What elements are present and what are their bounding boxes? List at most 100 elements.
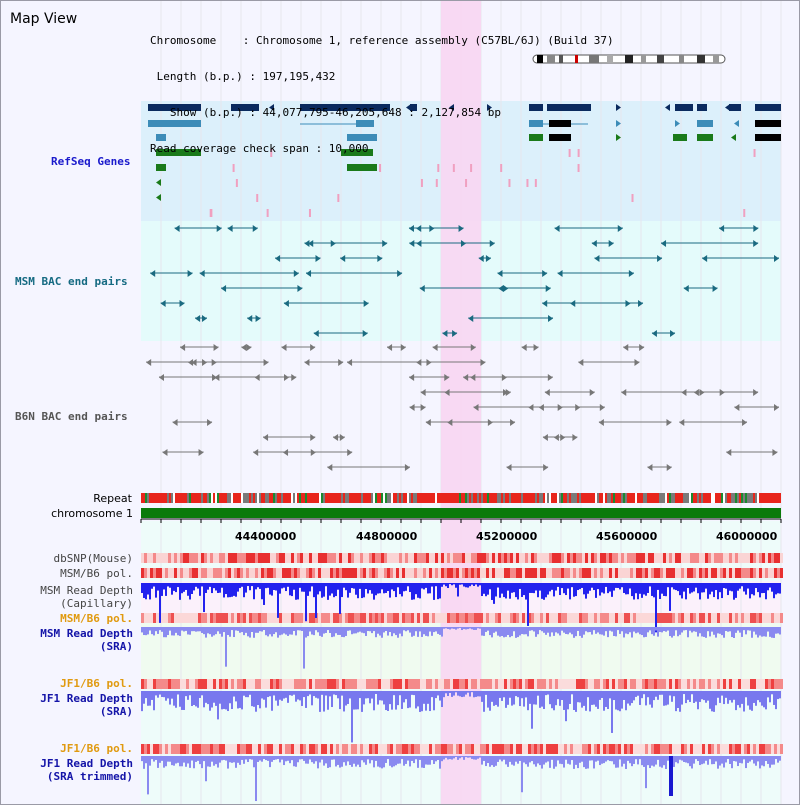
track-label-msm-depth-cap[interactable]: MSM Read Depth (40, 584, 133, 597)
heat-cell (372, 568, 375, 578)
heat-cell (558, 744, 561, 754)
depth-bar (689, 627, 691, 631)
heat-cell (633, 613, 636, 623)
depth-bar (367, 583, 369, 594)
arrow-glyph (734, 120, 739, 127)
depth-bar (503, 627, 505, 638)
heat-cell (630, 613, 633, 623)
arrow-glyph (699, 389, 705, 396)
depth-bar (347, 627, 349, 631)
gene-mark (753, 149, 756, 157)
heat-cell (459, 613, 462, 623)
track-label-msm-b6-pol-2[interactable]: MSM/B6 pol. (60, 612, 133, 625)
depth-bar (481, 756, 483, 765)
heat-cell (459, 553, 462, 563)
depth-bar (737, 583, 739, 591)
depth-bar (159, 691, 161, 695)
heat-cell (642, 613, 645, 623)
depth-bar (621, 583, 623, 588)
heat-cell (324, 568, 327, 578)
heat-cell (528, 679, 531, 689)
heat-cell (762, 613, 765, 623)
heat-cell (483, 568, 486, 578)
depth-bar (537, 691, 539, 696)
depth-bar (263, 756, 265, 760)
heat-cell (159, 553, 162, 563)
repeat-mark (243, 493, 245, 503)
heat-cell (165, 553, 168, 563)
track-label-b6n-bac[interactable]: B6N BAC end pairs (15, 410, 128, 423)
depth-bar (365, 627, 367, 636)
track-label-jf1-b6-pol-1[interactable]: JF1/B6 pol. (60, 677, 133, 690)
gene-mark (256, 194, 259, 202)
heat-cell (651, 553, 654, 563)
depth-bar (467, 627, 469, 630)
heat-cell (567, 613, 570, 623)
page-title: Map View (10, 11, 78, 27)
heat-cell (213, 613, 216, 623)
heat-cell (372, 679, 375, 689)
arrow-glyph (387, 344, 393, 351)
heat-cell (384, 568, 387, 578)
track-label-refseq[interactable]: RefSeq Genes (51, 155, 131, 168)
arrow-glyph (150, 270, 156, 277)
ideogram-band (537, 55, 543, 63)
track-label-msm-depth-sra[interactable]: MSM Read Depth (40, 627, 133, 640)
repeat-mark (521, 493, 523, 503)
chromosome-ideogram[interactable] (529, 53, 729, 65)
heat-cell (384, 553, 387, 563)
repeat-mark (511, 493, 513, 503)
repeat-mark (681, 493, 683, 503)
arrow-glyph (575, 404, 581, 411)
depth-bar (211, 691, 213, 708)
heat-cell (744, 568, 747, 578)
heat-cell (273, 568, 276, 578)
heat-cell (339, 568, 342, 578)
depth-bar (475, 627, 477, 630)
repeat-mark (229, 493, 231, 503)
depth-bar (501, 691, 503, 701)
heat-cell (234, 744, 237, 754)
heat-cell (513, 744, 516, 754)
arrow-glyph (191, 359, 197, 366)
depth-bar (567, 583, 569, 589)
depth-bar (209, 583, 211, 587)
track-label-jf1-depth-trim[interactable]: JF1 Read Depth (40, 757, 133, 770)
depth-bar (387, 691, 389, 711)
heat-cell (342, 568, 345, 578)
heat-cell (228, 613, 231, 623)
heat-cell (714, 679, 717, 689)
heat-cell (414, 744, 417, 754)
arrow-glyph (591, 240, 597, 247)
heat-cell (666, 568, 669, 578)
repeat-mark (419, 493, 421, 503)
depth-bar (387, 627, 389, 636)
depth-bar (173, 583, 175, 591)
depth-bar (487, 756, 489, 764)
depth-bar (241, 691, 243, 710)
heat-cell (480, 679, 483, 689)
arrow-glyph (202, 359, 208, 366)
heat-cell (549, 553, 552, 563)
track-label-dbsnp[interactable]: dbSNP(Mouse) (53, 552, 133, 565)
repeat-mark (651, 493, 653, 503)
track-label-jf1-b6-pol-2[interactable]: JF1/B6 pol. (60, 742, 133, 755)
depth-bar (575, 627, 577, 637)
depth-bar (169, 627, 171, 631)
heat-cell (384, 679, 387, 689)
heat-cell (345, 613, 348, 623)
track-label-jf1-depth-sra[interactable]: JF1 Read Depth (40, 692, 133, 705)
track-label-jf1-depth-trim-sub: (SRA trimmed) (46, 770, 133, 783)
repeat-mark (303, 493, 305, 503)
depth-bar (359, 691, 361, 699)
heat-cell (651, 744, 654, 754)
repeat-mark (473, 493, 475, 503)
depth-bar (255, 691, 257, 712)
heat-cell (291, 613, 294, 623)
heat-cell (489, 613, 492, 623)
track-label-msm-bac[interactable]: MSM BAC end pairs (15, 275, 128, 288)
depth-bar (449, 691, 451, 693)
heat-cell (423, 568, 426, 578)
heat-cell (441, 568, 444, 578)
track-label-msm-b6-pol-1[interactable]: MSM/B6 pol. (60, 567, 133, 580)
